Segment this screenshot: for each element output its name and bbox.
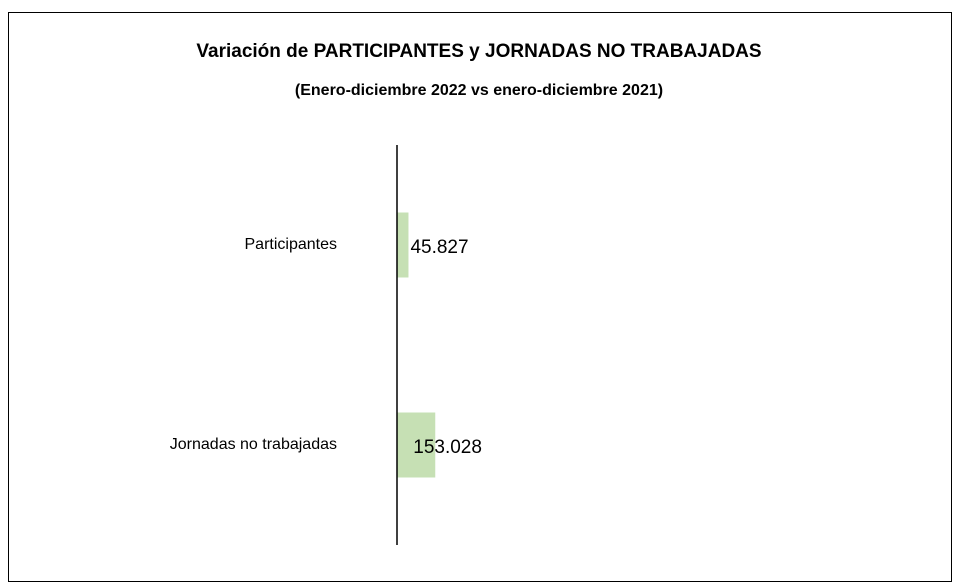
data-label: 45.827 bbox=[410, 237, 468, 258]
y-tick-label: Jornadas no trabajadas bbox=[170, 436, 337, 453]
chart-subtitle: (Enero-diciembre 2022 vs enero-diciembre… bbox=[295, 82, 663, 99]
y-tick-label: Participantes bbox=[245, 236, 338, 253]
chart-border bbox=[8, 12, 952, 582]
data-label: 153.028 bbox=[413, 437, 482, 458]
bar bbox=[397, 412, 436, 478]
bar bbox=[397, 212, 409, 278]
chart-title: Variación de PARTICIPANTES y JORNADAS NO… bbox=[196, 41, 761, 62]
